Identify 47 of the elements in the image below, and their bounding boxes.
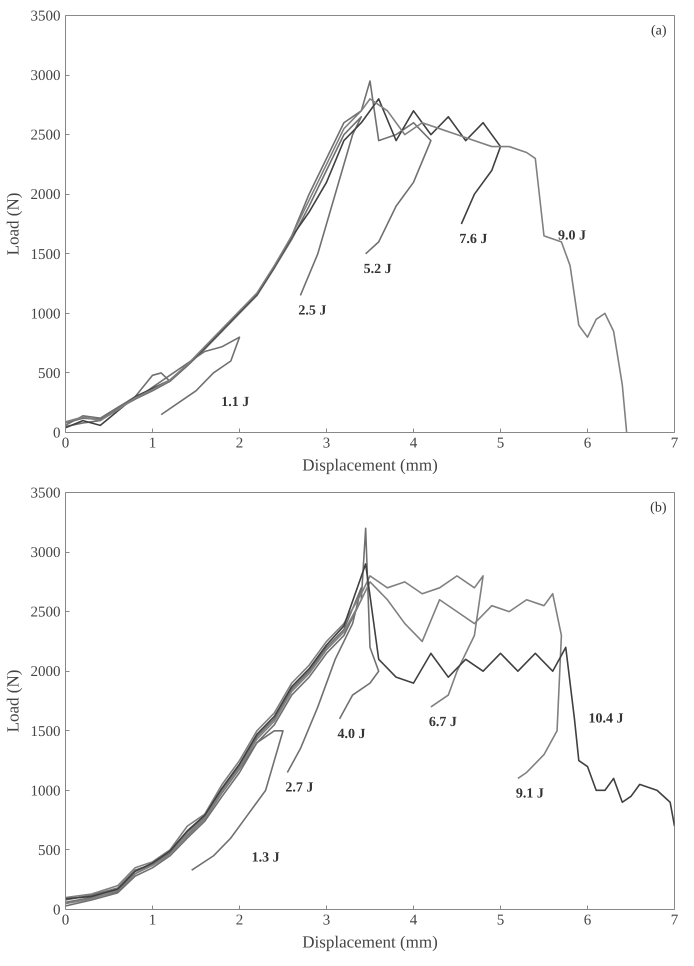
y-tick-label: 3500 (30, 486, 60, 502)
y-tick-label: 1000 (30, 783, 60, 800)
y-tick-label: 2000 (30, 664, 60, 680)
y-tick-label: 2500 (30, 604, 60, 621)
x-axis-title: Displacement (mm) (302, 456, 438, 474)
series-label: 5.2 J (364, 262, 392, 277)
y-tick-label: 2500 (30, 128, 60, 144)
y-tick-label: 1500 (30, 724, 60, 740)
x-tick-label: 7 (670, 436, 679, 452)
x-tick-label: 3 (322, 912, 330, 928)
series-label: 9.1 J (516, 786, 544, 802)
y-tick-label: 500 (38, 366, 60, 382)
x-tick-label: 6 (584, 436, 592, 452)
series-label: 10.4 J (588, 711, 624, 726)
x-axis-title: Displacement (mm) (302, 932, 438, 952)
x-tick-label: 1 (148, 436, 156, 452)
series-label: 2.5 J (298, 303, 326, 318)
y-tick-label: 3500 (30, 8, 60, 24)
x-tick-label: 1 (148, 912, 156, 928)
x-tick-label: 6 (584, 912, 592, 928)
x-tick-label: 5 (496, 912, 504, 928)
y-axis-title: Load (N) (4, 192, 22, 256)
x-tick-label: 4 (410, 912, 418, 928)
annotation: (b) (650, 500, 667, 516)
series-label: 2.7 J (285, 780, 314, 796)
series-label: 1.1 J (221, 395, 250, 410)
x-tick-label: 3 (322, 436, 330, 452)
x-tick-label: 2 (236, 436, 244, 452)
annotation: (a) (650, 24, 667, 38)
y-tick-label: 1500 (30, 246, 60, 263)
series-label: 7.6 J (459, 232, 488, 247)
y-axis-title: Load (N) (4, 670, 22, 732)
y-tick-label: 0 (53, 426, 60, 442)
series-label: 9.0 J (558, 228, 586, 244)
y-tick-label: 3000 (30, 68, 60, 84)
x-tick-label: 4 (410, 436, 418, 452)
series-label: 1.3 J (252, 850, 280, 866)
x-tick-label: 2 (236, 912, 244, 928)
series-label: 4.0 J (338, 726, 366, 742)
y-tick-label: 0 (53, 902, 60, 918)
y-tick-label: 2000 (30, 187, 60, 204)
y-tick-label: 3000 (30, 545, 60, 562)
x-tick-label: 7 (670, 912, 679, 928)
series-label: 6.7 J (428, 714, 457, 730)
x-tick-label: 5 (496, 436, 504, 452)
y-tick-label: 500 (38, 842, 60, 859)
y-tick-label: 1000 (30, 306, 60, 322)
